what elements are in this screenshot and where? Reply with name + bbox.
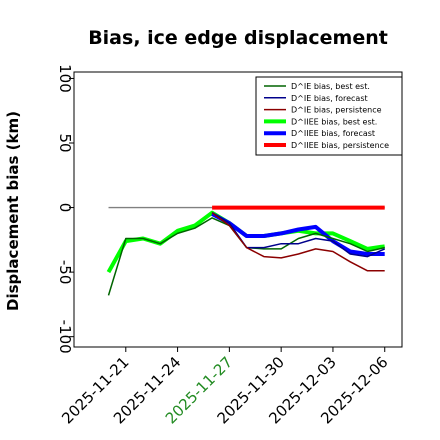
legend-label: D^IIEE bias, persistence (291, 141, 389, 150)
y-tick-label: 50 (56, 133, 74, 152)
series-line-3 (211, 212, 385, 272)
y-axis: 100 50 0 -50 -100 (56, 64, 74, 354)
y-tick-label: 0 (56, 203, 74, 213)
legend-label: D^IIEE bias, best est. (291, 117, 377, 126)
chart-title: Bias, ice edge displacement (88, 27, 388, 49)
y-tick-label: 100 (56, 64, 74, 93)
legend: D^IE bias, best est. D^IE bias, forecast D… (255, 76, 403, 156)
legend-box (255, 76, 403, 156)
legend-label: D^IIEE bias, forecast (291, 129, 375, 138)
series-line-5 (211, 212, 385, 256)
plot-frame (73, 71, 403, 348)
y-tick-label: -50 (56, 260, 74, 285)
y-tick-label: -100 (56, 320, 74, 354)
legend-label: D^IE bias, forecast (291, 94, 368, 103)
legend-label: D^IE bias, persistence (291, 106, 382, 115)
legend-label: D^IE bias, best est. (291, 82, 370, 91)
y-axis-label: Displacement bias (km) (4, 111, 22, 311)
plot-area (106, 205, 386, 296)
